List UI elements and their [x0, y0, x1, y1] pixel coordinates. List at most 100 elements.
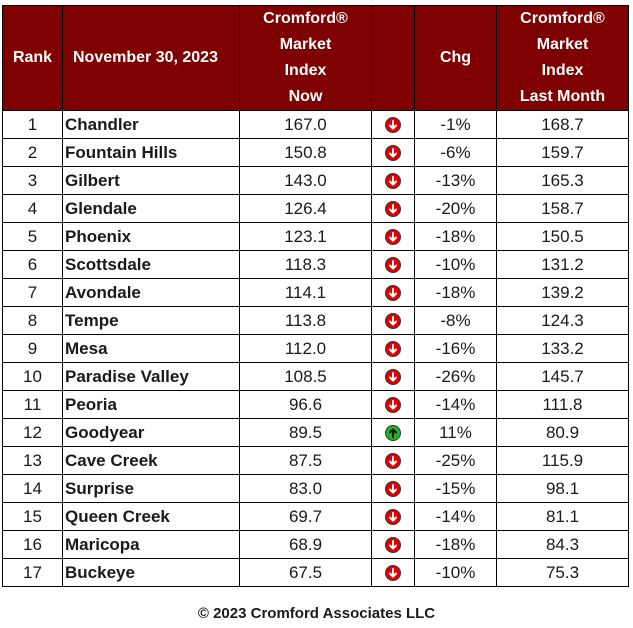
index-last-month-cell: 115.9 [496, 446, 629, 475]
market-index-table: Rank November 30, 2023 Cromford® Market … [2, 5, 629, 587]
table-row: 7 Avondale 114.1 -18% 139.2 [2, 278, 629, 307]
index-last-month-cell: 145.7 [496, 362, 629, 391]
index-now-cell: 114.1 [239, 278, 372, 307]
index-last-month-cell: 84.3 [496, 530, 629, 559]
index-last-month-cell: 131.2 [496, 250, 629, 279]
index-now-cell: 167.0 [239, 110, 372, 139]
arrow-down-icon [385, 453, 401, 470]
rank-cell: 12 [2, 418, 63, 447]
rank-header: Rank [2, 5, 63, 111]
index-now-cell: 83.0 [239, 474, 372, 503]
direction-cell [371, 362, 415, 391]
city-cell: Queen Creek [62, 502, 240, 531]
index-last-month-cell: 159.7 [496, 138, 629, 167]
index-last-month-cell: 150.5 [496, 222, 629, 251]
index-now-header-line: Market [279, 36, 332, 53]
index-last-header-line: Last Month [519, 88, 606, 105]
city-cell: Chandler [62, 110, 240, 139]
city-cell: Avondale [62, 278, 240, 307]
direction-cell [371, 110, 415, 139]
rank-cell: 2 [2, 138, 63, 167]
arrow-down-icon [385, 201, 401, 218]
change-cell: -14% [414, 502, 497, 531]
table-row: 8 Tempe 113.8 -8% 124.3 [2, 306, 629, 335]
arrow-down-icon [385, 229, 401, 246]
index-now-cell: 123.1 [239, 222, 372, 251]
rank-cell: 9 [2, 334, 63, 363]
table-row: 5 Phoenix 123.1 -18% 150.5 [2, 222, 629, 251]
index-now-cell: 69.7 [239, 502, 372, 531]
rank-cell: 8 [2, 306, 63, 335]
city-cell: Mesa [62, 334, 240, 363]
index-now-header-line: Cromford® [263, 10, 348, 27]
index-last-month-cell: 124.3 [496, 306, 629, 335]
rank-cell: 3 [2, 166, 63, 195]
city-cell: Goodyear [62, 418, 240, 447]
change-cell: -6% [414, 138, 497, 167]
table-row: 3 Gilbert 143.0 -13% 165.3 [2, 166, 629, 195]
direction-cell [371, 306, 415, 335]
rank-cell: 14 [2, 474, 63, 503]
direction-cell [371, 222, 415, 251]
direction-cell [371, 194, 415, 223]
index-now-cell: 67.5 [239, 558, 372, 587]
change-cell: -26% [414, 362, 497, 391]
change-cell: -14% [414, 390, 497, 419]
index-last-month-cell: 80.9 [496, 418, 629, 447]
index-last-month-cell: 158.7 [496, 194, 629, 223]
index-now-cell: 143.0 [239, 166, 372, 195]
change-cell: -13% [414, 166, 497, 195]
city-cell: Cave Creek [62, 446, 240, 475]
rank-cell: 15 [2, 502, 63, 531]
change-cell: -10% [414, 558, 497, 587]
rank-cell: 13 [2, 446, 63, 475]
city-cell: Peoria [62, 390, 240, 419]
index-last-month-cell: 111.8 [496, 390, 629, 419]
rank-cell: 4 [2, 194, 63, 223]
direction-cell [371, 530, 415, 559]
arrow-down-icon [385, 537, 401, 554]
city-cell: Gilbert [62, 166, 240, 195]
table-row: 15 Queen Creek 69.7 -14% 81.1 [2, 502, 629, 531]
change-cell: 11% [414, 418, 497, 447]
city-cell: Surprise [62, 474, 240, 503]
rank-cell: 6 [2, 250, 63, 279]
rank-cell: 16 [2, 530, 63, 559]
arrow-down-icon [385, 341, 401, 358]
change-cell: -10% [414, 250, 497, 279]
table-row: 2 Fountain Hills 150.8 -6% 159.7 [2, 138, 629, 167]
direction-cell [371, 502, 415, 531]
index-now-cell: 150.8 [239, 138, 372, 167]
index-last-month-header: Cromford® Market Index Last Month [496, 5, 629, 111]
index-now-cell: 96.6 [239, 390, 372, 419]
table-row: 13 Cave Creek 87.5 -25% 115.9 [2, 446, 629, 475]
rank-cell: 7 [2, 278, 63, 307]
index-last-month-cell: 139.2 [496, 278, 629, 307]
index-last-month-cell: 75.3 [496, 558, 629, 587]
table-row: 17 Buckeye 67.5 -10% 75.3 [2, 558, 629, 587]
index-last-month-cell: 133.2 [496, 334, 629, 363]
index-now-header-line: Index [284, 62, 327, 79]
change-cell: -18% [414, 278, 497, 307]
direction-cell [371, 138, 415, 167]
table-row: 12 Goodyear 89.5 11% 80.9 [2, 418, 629, 447]
change-cell: -18% [414, 530, 497, 559]
table-row: 11 Peoria 96.6 -14% 111.8 [2, 390, 629, 419]
index-now-header-line: Now [288, 88, 323, 105]
city-cell: Glendale [62, 194, 240, 223]
arrow-up-icon [385, 425, 401, 442]
arrow-down-icon [385, 565, 401, 582]
table-row: 14 Surprise 83.0 -15% 98.1 [2, 474, 629, 503]
index-now-cell: 118.3 [239, 250, 372, 279]
table-row: 10 Paradise Valley 108.5 -26% 145.7 [2, 362, 629, 391]
index-now-cell: 126.4 [239, 194, 372, 223]
index-now-cell: 87.5 [239, 446, 372, 475]
index-now-cell: 112.0 [239, 334, 372, 363]
index-now-cell: 113.8 [239, 306, 372, 335]
city-cell: Tempe [62, 306, 240, 335]
rank-cell: 5 [2, 222, 63, 251]
index-now-cell: 108.5 [239, 362, 372, 391]
index-last-header-line: Index [541, 62, 584, 79]
table-row: 4 Glendale 126.4 -20% 158.7 [2, 194, 629, 223]
direction-cell [371, 278, 415, 307]
